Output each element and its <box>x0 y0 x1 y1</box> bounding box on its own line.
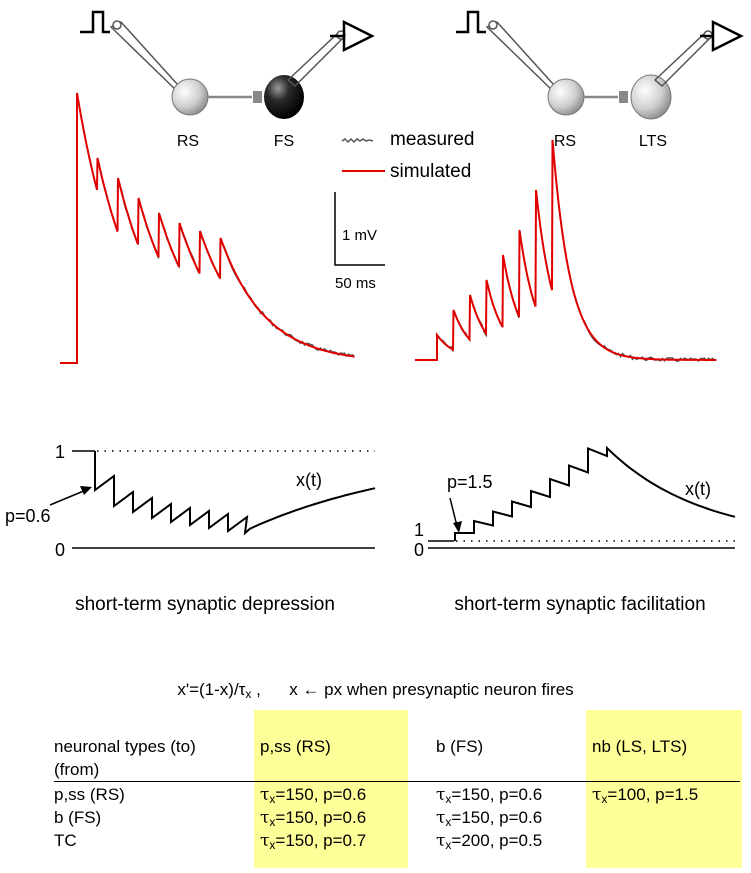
amplifier-triangle-icon <box>330 19 375 53</box>
left-cell1-label: RS <box>177 133 199 150</box>
equation-update-left: x <box>289 680 298 699</box>
lts-neuron-icon <box>630 74 672 120</box>
table-cell-value: =150, p=0.6 <box>275 785 367 804</box>
recording-electrode-icon <box>286 32 346 88</box>
p-arrow <box>49 489 87 506</box>
legend: measured simulated <box>341 129 475 182</box>
left-arrow-icon: ← <box>302 680 320 699</box>
table-row-from: b (FS) <box>54 808 102 827</box>
left-schematic: RS FS <box>80 10 375 150</box>
update-equation: x'=(1-x)/τx , x ← px when presynaptic ne… <box>0 680 751 701</box>
facilitation-plot: 1 0 x(t) p=1.5 <box>414 445 736 560</box>
table-cell-value: =150, p=0.6 <box>275 808 367 827</box>
table-cell: τx=150, p=0.6 <box>436 808 543 829</box>
table-col-header: p,ss (RS) <box>260 737 331 756</box>
depression-y0-label: 0 <box>55 540 65 560</box>
legend-measured-swatch <box>341 137 374 144</box>
table-col-header: b (FS) <box>436 737 484 756</box>
table-cell: τx=150, p=0.6 <box>260 808 367 829</box>
table-cell-value: =150, p=0.7 <box>275 831 367 850</box>
scale-time-label: 50 ms <box>335 275 376 292</box>
depression-y1-label: 1 <box>55 442 65 462</box>
table-header-from: (from) <box>54 760 100 779</box>
table-cell: τx=100, p=1.5 <box>592 785 699 806</box>
parameter-table: neuronal types (to) (from) p,ss (RS) b (… <box>52 705 742 870</box>
legend-measured-label: measured <box>390 129 475 150</box>
synapse-icon <box>253 91 262 103</box>
rs-neuron-icon <box>547 78 585 116</box>
highlight-col-pss <box>254 710 408 868</box>
table-row-from: p,ss (RS) <box>54 785 125 804</box>
equation-tau-sub: x <box>245 687 252 701</box>
scale-voltage-label: 1 mV <box>342 227 377 244</box>
depression-plot: 1 0 x(t) p=0.6 <box>5 442 376 560</box>
scale-bar: 1 mV 50 ms <box>334 192 385 292</box>
right-traces <box>415 139 717 363</box>
equation-update-right: px when presynaptic neuron fires <box>324 680 574 699</box>
facilitation-p-label: p=1.5 <box>447 472 493 492</box>
electrode-icon <box>109 21 179 94</box>
synapse-icon <box>619 91 628 103</box>
measured-trace <box>60 92 355 364</box>
fs-neuron-icon <box>264 75 304 119</box>
table-cell: τx=200, p=0.5 <box>436 831 543 852</box>
depression-xt-label: x(t) <box>296 470 322 490</box>
recording-electrode-icon <box>653 32 713 88</box>
facilitation-x-trace <box>454 445 736 541</box>
p-arrow <box>449 497 458 527</box>
table-header-to: neuronal types (to) <box>54 737 196 756</box>
table-col-header: nb (LS, LTS) <box>592 737 688 756</box>
depression-p-label: p=0.6 <box>5 506 51 526</box>
table-cell-value: =150, p=0.6 <box>451 808 543 827</box>
equation-separator: , <box>251 680 285 699</box>
rs-neuron-icon <box>171 78 209 116</box>
table-cell: τx=150, p=0.6 <box>260 785 367 806</box>
left-traces <box>60 92 355 364</box>
right-cell1-label: RS <box>554 133 576 150</box>
stimulus-pulse-icon <box>80 10 110 34</box>
left-cell2-label: FS <box>274 133 294 150</box>
stimulus-pulse-icon <box>456 10 486 34</box>
figure-canvas: RS FS RS LTS measured simulated 1 mV 50 … <box>5 10 744 615</box>
table-cell: τx=150, p=0.7 <box>260 831 367 852</box>
table-cell: τx=150, p=0.6 <box>436 785 543 806</box>
table-cell-value: =100, p=1.5 <box>607 785 699 804</box>
highlight-col-nb <box>586 710 742 868</box>
legend-simulated-label: simulated <box>390 161 471 182</box>
table-cell-value: =200, p=0.5 <box>451 831 543 850</box>
facilitation-xt-label: x(t) <box>685 479 711 499</box>
facilitation-y0-label: 0 <box>414 540 424 560</box>
right-cell2-label: LTS <box>639 133 667 150</box>
simulated-trace <box>60 92 355 364</box>
depression-x-trace <box>94 451 376 536</box>
depression-caption: short-term synaptic depression <box>75 594 335 615</box>
simulated-trace <box>415 139 717 361</box>
amplifier-triangle-icon <box>700 19 744 53</box>
table-row-from: TC <box>54 831 77 850</box>
facilitation-y1-label: 1 <box>414 520 424 540</box>
table-header-rule <box>54 781 740 782</box>
electrode-icon <box>485 21 555 94</box>
equation-lhs: x'=(1-x)/τ <box>177 680 246 699</box>
facilitation-caption: short-term synaptic facilitation <box>454 594 705 615</box>
right-schematic: RS LTS <box>456 10 744 150</box>
table-cell-value: =150, p=0.6 <box>451 785 543 804</box>
